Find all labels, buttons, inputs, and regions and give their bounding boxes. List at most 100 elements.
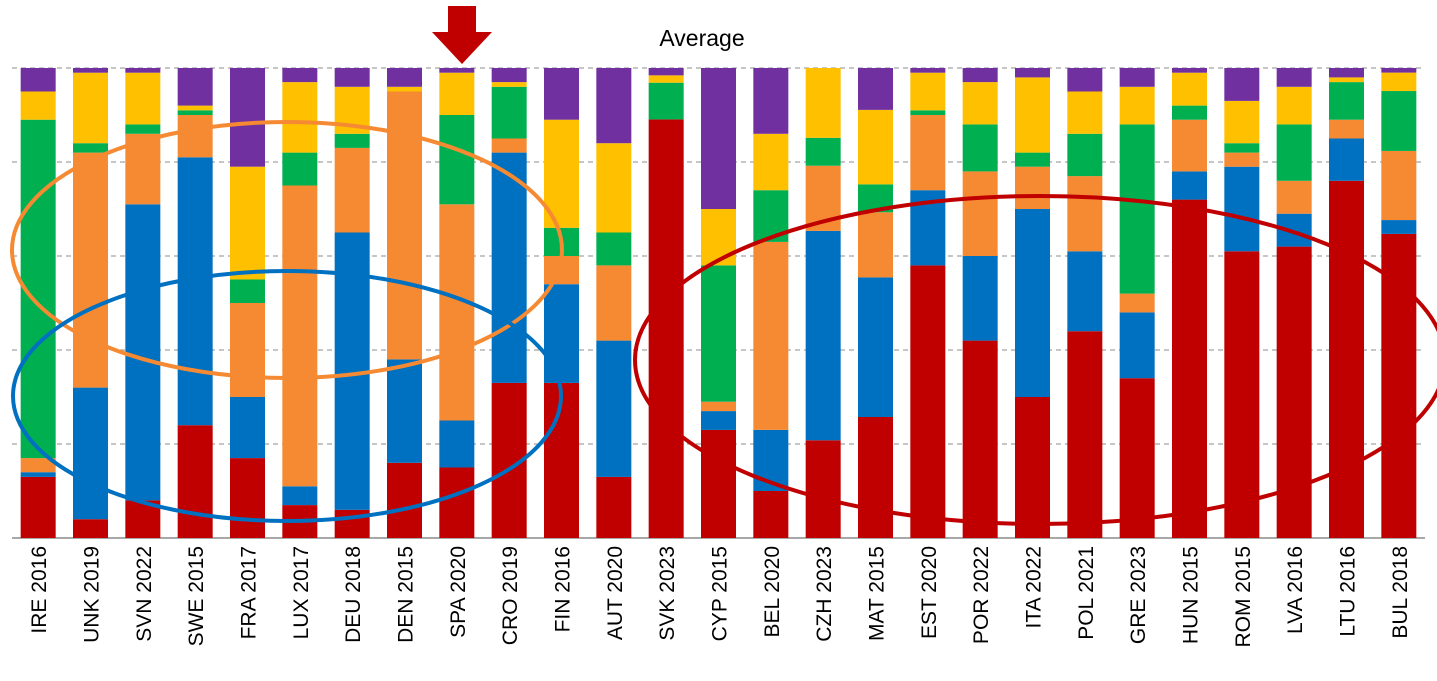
bar-segment bbox=[1381, 220, 1417, 234]
bar-stack bbox=[282, 68, 318, 538]
bar-segment bbox=[439, 204, 475, 421]
bar-stack bbox=[1381, 68, 1417, 538]
bar-segment bbox=[858, 277, 893, 418]
bar-segment bbox=[1276, 68, 1312, 87]
bar-segment bbox=[1067, 176, 1103, 252]
bar-segment bbox=[858, 417, 893, 538]
bar-stack bbox=[544, 68, 579, 538]
bar-segment bbox=[1015, 68, 1050, 78]
bar-segment bbox=[1224, 68, 1260, 101]
bar-segment bbox=[491, 152, 527, 383]
bar-segment bbox=[1119, 378, 1155, 538]
bar-segment bbox=[910, 68, 946, 73]
bar-segment bbox=[177, 110, 213, 115]
bar-segment bbox=[910, 115, 946, 191]
bar-segment bbox=[1276, 180, 1312, 214]
bar-segment bbox=[125, 124, 161, 134]
bar-segment bbox=[1172, 105, 1207, 120]
bar-segment bbox=[1015, 77, 1050, 153]
bar-segment bbox=[1224, 143, 1260, 153]
bar-segment bbox=[177, 105, 213, 111]
x-tick-label: FRA 2017 bbox=[238, 546, 261, 639]
bar-segment bbox=[910, 72, 946, 111]
bar-segment bbox=[439, 420, 475, 468]
bar-segment bbox=[648, 68, 684, 76]
bar-segment bbox=[20, 472, 56, 477]
bar-segment bbox=[282, 486, 318, 506]
bar-segment bbox=[701, 411, 736, 430]
bar-segment bbox=[1329, 82, 1364, 120]
bar-segment bbox=[1224, 100, 1260, 144]
bar-segment bbox=[439, 72, 475, 115]
x-tick-label: CRO 2019 bbox=[499, 546, 522, 645]
x-tick-label: UNK 2019 bbox=[81, 546, 104, 643]
x-tick-label: FIN 2016 bbox=[552, 546, 575, 632]
bar-segment bbox=[1067, 331, 1103, 538]
bar-segment bbox=[701, 401, 736, 412]
bar-segment bbox=[805, 137, 841, 166]
bar-segment bbox=[858, 109, 893, 185]
bar-segment bbox=[1276, 246, 1312, 538]
bar-segment bbox=[1329, 77, 1364, 83]
bar-stack bbox=[753, 68, 789, 538]
x-tick-label: SVN 2022 bbox=[133, 546, 156, 642]
bars bbox=[20, 68, 1417, 539]
bar-segment bbox=[387, 68, 422, 87]
x-tick-label: EST 2020 bbox=[918, 546, 941, 639]
x-tick-label: DEU 2018 bbox=[342, 546, 365, 643]
bar-stack bbox=[439, 68, 475, 538]
bar-stack bbox=[73, 68, 108, 538]
bar-segment bbox=[962, 124, 998, 172]
bar-segment bbox=[1119, 293, 1155, 313]
bar-segment bbox=[596, 340, 632, 477]
bar-segment bbox=[230, 303, 265, 397]
x-axis-labels: IRE 2016 UNK 2019 SVN 2022 SWE 2015 FRA 2017… bbox=[28, 546, 1412, 648]
bar-segment bbox=[20, 458, 56, 473]
bar-segment bbox=[1381, 150, 1417, 221]
bar-segment bbox=[230, 397, 265, 459]
x-tick-label: IRE 2016 bbox=[28, 546, 51, 634]
x-tick-label: LUX 2017 bbox=[290, 546, 313, 639]
arrow-down-icon bbox=[432, 6, 492, 64]
bar-segment bbox=[962, 256, 998, 341]
x-tick-label: BUL 2018 bbox=[1389, 546, 1412, 639]
x-tick-label: CYP 2015 bbox=[709, 546, 732, 641]
bar-segment bbox=[491, 86, 527, 139]
bar-segment bbox=[230, 166, 265, 280]
bar-segment bbox=[1172, 199, 1207, 538]
bar-segment bbox=[1067, 91, 1103, 134]
bar-segment bbox=[1381, 68, 1417, 73]
bar-segment bbox=[1329, 119, 1364, 139]
bar-segment bbox=[858, 212, 893, 278]
bar-segment bbox=[1119, 124, 1155, 294]
bar-segment bbox=[387, 359, 422, 463]
bar-segment bbox=[1276, 86, 1312, 125]
bar-segment bbox=[1067, 251, 1103, 332]
bar-segment bbox=[282, 185, 318, 487]
bar-segment bbox=[1172, 68, 1207, 73]
bar-segment bbox=[282, 152, 318, 186]
bar-stack bbox=[230, 68, 265, 538]
bar-segment bbox=[334, 147, 370, 233]
bar-segment bbox=[230, 279, 265, 303]
bar-stack bbox=[962, 68, 998, 538]
bar-segment bbox=[544, 68, 579, 120]
bar-stack bbox=[1067, 68, 1103, 538]
bar-stack bbox=[1224, 68, 1260, 539]
bar-segment bbox=[439, 115, 475, 205]
x-tick-label: DEN 2015 bbox=[395, 546, 418, 643]
bar-segment bbox=[125, 204, 161, 501]
bar-segment bbox=[1015, 166, 1050, 209]
bar-stack bbox=[1172, 68, 1207, 538]
bar-segment bbox=[1015, 397, 1050, 538]
bar-segment bbox=[701, 68, 736, 209]
bar-segment bbox=[544, 284, 579, 383]
highlight-ellipses bbox=[10, 120, 1437, 526]
bar-segment bbox=[1119, 86, 1155, 125]
x-tick-label: AUT 2020 bbox=[604, 546, 627, 640]
bar-segment bbox=[1329, 138, 1364, 181]
red-highlight-ellipse bbox=[633, 194, 1437, 526]
bar-segment bbox=[753, 133, 789, 191]
bar-segment bbox=[439, 68, 475, 73]
x-tick-label: GRE 2023 bbox=[1127, 546, 1150, 644]
